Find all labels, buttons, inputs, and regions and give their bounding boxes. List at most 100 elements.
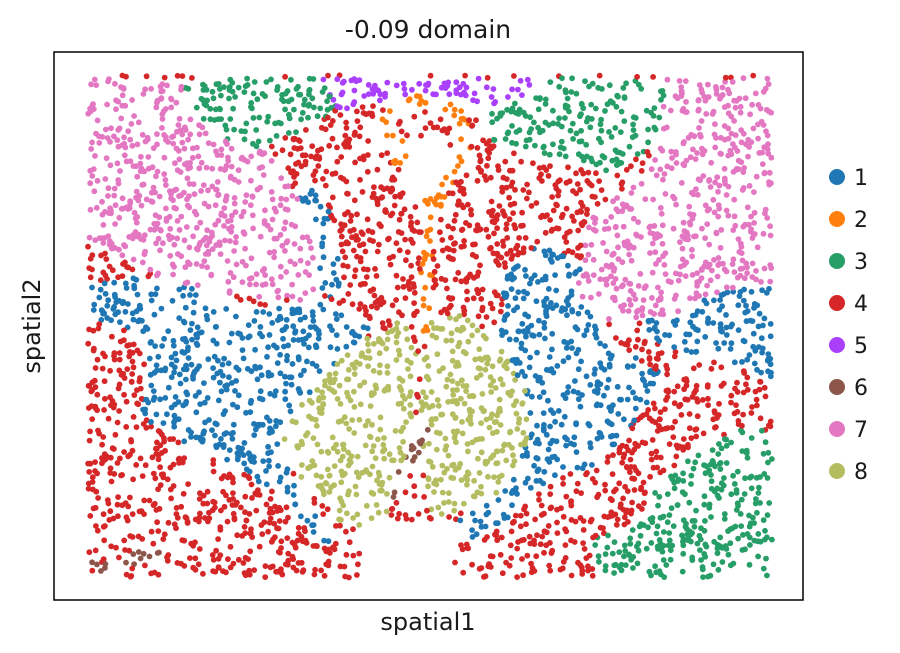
- point-cluster-7: [172, 160, 178, 167]
- point-cluster-7: [585, 251, 592, 258]
- point-cluster-1: [189, 285, 195, 292]
- point-cluster-4: [663, 397, 669, 403]
- point-cluster-1: [164, 411, 170, 418]
- point-cluster-4: [262, 302, 268, 308]
- point-cluster-4: [406, 278, 412, 285]
- point-cluster-4: [596, 72, 603, 79]
- point-cluster-4: [696, 362, 703, 368]
- point-cluster-3: [577, 113, 583, 120]
- point-cluster-3: [688, 472, 695, 479]
- point-cluster-4: [386, 322, 393, 328]
- point-cluster-3: [193, 104, 200, 111]
- point-cluster-4: [733, 402, 739, 408]
- point-cluster-4: [652, 419, 659, 426]
- point-cluster-4: [351, 273, 358, 280]
- point-cluster-1: [522, 373, 528, 379]
- point-cluster-3: [629, 134, 636, 141]
- point-cluster-3: [648, 109, 654, 116]
- point-cluster-8: [362, 422, 369, 429]
- point-cluster-1: [587, 313, 594, 320]
- point-cluster-3: [630, 565, 636, 571]
- point-cluster-1: [306, 389, 313, 396]
- point-cluster-7: [750, 125, 757, 132]
- point-cluster-4: [347, 218, 354, 224]
- point-cluster-4: [519, 209, 525, 216]
- point-cluster-7: [243, 262, 249, 269]
- point-cluster-4: [530, 160, 536, 167]
- point-cluster-4: [680, 445, 687, 452]
- point-cluster-4: [666, 441, 673, 447]
- point-cluster-3: [309, 95, 316, 102]
- point-cluster-4: [648, 456, 655, 463]
- point-cluster-3: [748, 485, 755, 492]
- point-cluster-1: [542, 335, 548, 342]
- point-cluster-4: [520, 245, 527, 252]
- point-cluster-8: [408, 360, 414, 366]
- point-cluster-3: [324, 98, 330, 105]
- point-cluster-4: [589, 566, 596, 572]
- point-cluster-7: [287, 258, 294, 265]
- point-cluster-7: [212, 221, 219, 228]
- point-cluster-1: [522, 266, 528, 273]
- point-cluster-1: [253, 309, 260, 315]
- point-cluster-3: [766, 500, 773, 506]
- point-cluster-3: [621, 118, 628, 124]
- point-cluster-3: [706, 501, 713, 508]
- point-cluster-4: [271, 520, 278, 527]
- point-cluster-4: [338, 226, 345, 233]
- point-cluster-7: [193, 211, 200, 218]
- point-cluster-1: [469, 527, 475, 533]
- point-cluster-1: [169, 297, 176, 304]
- point-cluster-1: [758, 335, 765, 342]
- point-cluster-4: [329, 194, 336, 201]
- point-cluster-4: [131, 392, 138, 398]
- point-cluster-7: [278, 273, 284, 280]
- point-cluster-4: [343, 119, 349, 126]
- point-cluster-4: [325, 546, 332, 553]
- point-cluster-3: [497, 113, 504, 119]
- point-cluster-3: [221, 84, 227, 90]
- point-cluster-1: [543, 308, 549, 314]
- point-cluster-7: [692, 233, 699, 240]
- point-cluster-4: [438, 216, 444, 223]
- point-cluster-4: [343, 125, 350, 131]
- point-cluster-2: [422, 284, 429, 291]
- point-cluster-1: [643, 399, 650, 406]
- point-cluster-8: [350, 515, 356, 521]
- point-cluster-4: [686, 411, 693, 417]
- point-cluster-1: [283, 316, 290, 323]
- point-cluster-1: [545, 446, 552, 453]
- point-cluster-7: [649, 240, 656, 247]
- point-cluster-7: [215, 217, 222, 224]
- point-cluster-4: [311, 495, 318, 502]
- point-cluster-4: [528, 560, 534, 567]
- point-cluster-5: [365, 82, 372, 88]
- point-cluster-3: [217, 106, 224, 113]
- point-cluster-2: [420, 328, 427, 334]
- point-cluster-7: [748, 213, 754, 220]
- point-cluster-4: [589, 476, 596, 482]
- point-cluster-8: [465, 338, 472, 345]
- point-cluster-4: [415, 348, 422, 354]
- point-cluster-4: [128, 378, 135, 385]
- point-cluster-7: [231, 176, 238, 183]
- point-cluster-4: [637, 414, 644, 421]
- point-cluster-1: [155, 353, 162, 360]
- point-cluster-4: [704, 384, 711, 390]
- point-cluster-5: [344, 105, 350, 112]
- point-cluster-3: [273, 133, 280, 139]
- point-cluster-1: [646, 326, 653, 333]
- point-cluster-4: [308, 153, 314, 160]
- point-cluster-7: [642, 283, 649, 289]
- point-cluster-8: [428, 319, 435, 326]
- point-cluster-4: [533, 553, 540, 560]
- point-cluster-7: [761, 169, 768, 176]
- point-cluster-7: [753, 173, 760, 180]
- point-cluster-1: [554, 456, 561, 463]
- point-cluster-1: [592, 366, 598, 373]
- point-cluster-4: [354, 572, 360, 578]
- point-cluster-4: [609, 471, 616, 477]
- point-cluster-8: [499, 381, 506, 388]
- point-cluster-4: [602, 481, 608, 488]
- point-cluster-1: [350, 339, 357, 346]
